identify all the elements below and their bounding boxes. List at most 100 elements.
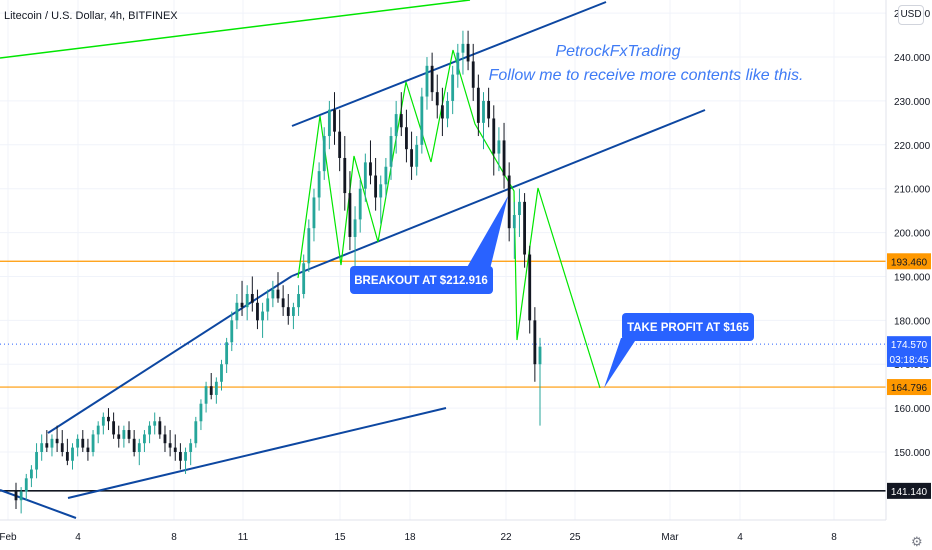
time-tick-label: Feb (0, 532, 17, 543)
price-label-badge (887, 350, 931, 367)
time-tick-label: 8 (171, 532, 177, 543)
price-tick-label: 180.000 (894, 316, 931, 327)
candle-body (271, 289, 275, 299)
candle-body (204, 386, 208, 404)
candle-body (50, 438, 54, 448)
gear-icon[interactable]: ⚙ (911, 534, 923, 549)
candle-body (523, 201, 527, 255)
candlestick-series (14, 30, 542, 514)
price-label-badge (887, 482, 931, 499)
candle-body (512, 215, 516, 229)
channel-lower-line-right (67, 407, 447, 499)
candle-body (148, 425, 151, 435)
horizontal-levels (0, 260, 886, 492)
time-axis-background (0, 520, 886, 550)
candle-body (117, 434, 121, 439)
take-profit-callout[interactable]: TAKE PROFIT AT $165 (604, 313, 754, 388)
price-label-text: 141.140 (891, 487, 928, 498)
candle-body (435, 92, 439, 106)
time-tick-label: 11 (238, 532, 249, 543)
candle-body (71, 447, 74, 461)
green-trend-line (0, 0, 471, 59)
candle-body (153, 421, 157, 426)
currency-button[interactable]: USD (898, 5, 924, 25)
candle-body (158, 421, 162, 435)
candle-body (338, 131, 342, 158)
candle-body (240, 302, 244, 308)
candle-body (297, 294, 300, 308)
candle-body (35, 451, 38, 470)
candle-body (14, 491, 18, 501)
candle-body (425, 65, 429, 97)
candle-body (96, 425, 100, 435)
candle-body (456, 52, 460, 75)
time-tick-label: 18 (404, 532, 416, 543)
candle-body (502, 140, 506, 176)
candle-body (178, 451, 182, 461)
candle-body (132, 438, 136, 452)
candle-body (65, 451, 69, 461)
candle-body (471, 61, 475, 88)
zigzag-projection (297, 49, 601, 389)
candle-body (24, 478, 28, 492)
candle-body (91, 434, 95, 452)
candle-body (81, 438, 85, 448)
candle-body (173, 447, 177, 452)
candle-body (476, 87, 480, 123)
candle-body (497, 140, 501, 154)
candle-body (369, 162, 372, 176)
price-axis-background (886, 0, 932, 550)
candle-body (461, 43, 465, 53)
time-tick-label: 25 (569, 532, 581, 543)
candle-body (184, 451, 187, 461)
candle-body (327, 109, 331, 137)
candle-body (209, 386, 213, 395)
time-axis[interactable]: Feb 4 8 11 15 18 22 25 Mar 4 8 (0, 519, 886, 550)
candle-body (528, 254, 532, 321)
candle-body (343, 157, 347, 194)
candle-body (374, 175, 378, 198)
candle-body (286, 307, 290, 316)
price-axis[interactable]: 250.000240.000230.000220.000210.000200.0… (885, 0, 932, 550)
candle-body (322, 136, 326, 172)
candle-body (86, 447, 90, 452)
candle-body (333, 109, 336, 132)
candle-body (107, 416, 110, 422)
candle-body (194, 421, 198, 444)
candle-body (256, 302, 259, 321)
candle-body (302, 263, 306, 295)
candle-body (143, 434, 146, 444)
breakout-label: BREAKOUT AT $212.916 (354, 275, 488, 287)
channel-lower-bound (0, 489, 77, 519)
price-tick-label: 190.000 (894, 272, 931, 283)
candle-body (415, 144, 419, 167)
candle-body (487, 100, 491, 119)
symbol-title[interactable]: Litecoin / U.S. Dollar, 4h, BITFINEX (4, 10, 178, 22)
price-label-text: 193.460 (891, 257, 928, 268)
watermark: PetrockFxTrading Follow me to receive mo… (489, 43, 804, 84)
price-tick-label: 220.000 (894, 141, 931, 152)
candle-body (250, 294, 254, 303)
time-tick-label: 15 (334, 532, 346, 543)
candle-body (40, 443, 44, 452)
candle-body (518, 201, 521, 216)
candle-body (389, 136, 393, 167)
candle-body (220, 364, 223, 382)
price-label-text: 174.570 (891, 340, 928, 351)
price-labels: 193.460 174.570 03:18:45 164.796 141.140 (887, 253, 931, 499)
watermark-line2: Follow me to receive more contents like … (489, 67, 804, 84)
candle-body (45, 443, 49, 448)
candle-body (235, 302, 239, 321)
candle-body (446, 100, 449, 119)
candle-body (19, 491, 23, 501)
price-tick-label: 150.000 (894, 448, 931, 459)
take-profit-label: TAKE PROFIT AT $165 (627, 322, 749, 334)
candle-body (312, 197, 316, 229)
price-label-badge (887, 253, 931, 270)
candle-body (112, 421, 116, 435)
candle-body (55, 438, 59, 444)
candle-body (189, 443, 193, 452)
grid-lines (0, 0, 886, 520)
breakout-callout[interactable]: BREAKOUT AT $212.916 (350, 196, 508, 294)
